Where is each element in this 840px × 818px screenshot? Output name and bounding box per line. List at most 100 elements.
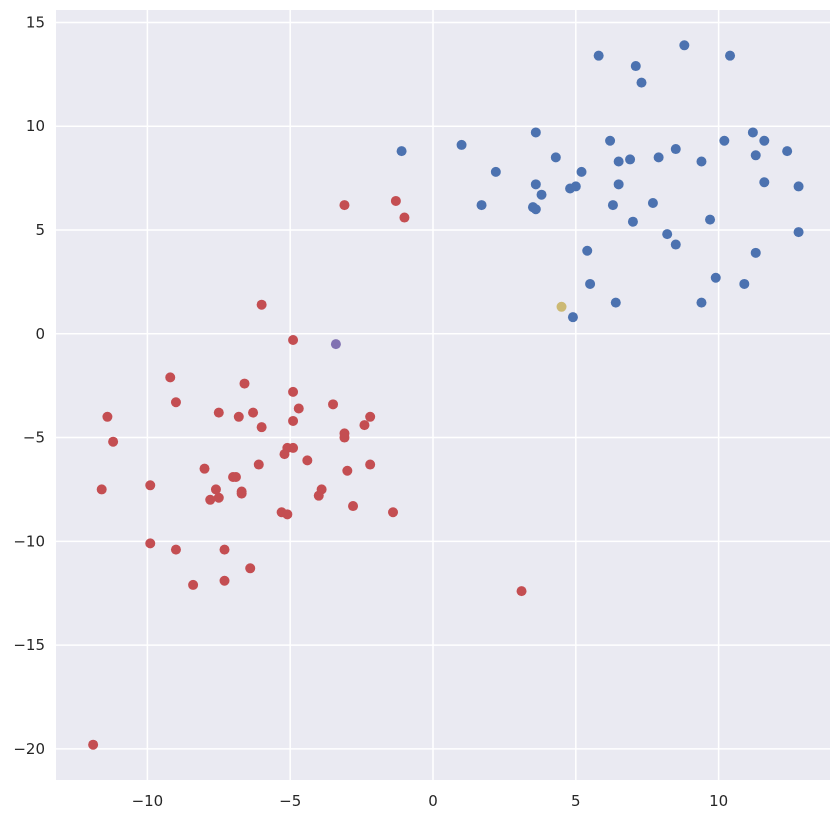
scatter-point	[550, 152, 561, 163]
y-tick-label: −20	[13, 740, 45, 758]
scatter-point	[213, 407, 224, 418]
scatter-point	[696, 297, 707, 308]
x-tick-label: −10	[132, 792, 164, 810]
scatter-point	[288, 386, 299, 397]
scatter-point	[476, 200, 487, 211]
scatter-point	[613, 156, 624, 167]
scatter-point	[636, 77, 647, 88]
y-axis-tick-labels: 15 10 5 0 −5 −10 −15 −20	[13, 13, 45, 757]
scatter-point	[328, 399, 339, 410]
scatter-point	[230, 471, 241, 482]
scatter-point	[210, 484, 221, 495]
scatter-point	[739, 278, 750, 289]
scatter-point	[585, 278, 596, 289]
scatter-point	[670, 144, 681, 155]
scatter-point	[108, 436, 119, 447]
scatter-point	[516, 586, 527, 597]
y-tick-label: 15	[26, 13, 45, 31]
scatter-point	[705, 214, 716, 225]
scatter-point	[348, 501, 359, 512]
grid-lines	[56, 10, 830, 780]
scatter-point	[288, 415, 299, 426]
scatter-point	[710, 272, 721, 283]
scatter-point	[396, 146, 407, 157]
x-axis-tick-labels: −10 −5 0 5 10	[132, 792, 729, 810]
y-tick-label: −15	[13, 636, 45, 654]
scatter-point	[530, 127, 541, 138]
scatter-point	[165, 372, 176, 383]
scatter-point	[747, 127, 758, 138]
scatter-point	[696, 156, 707, 167]
scatter-point	[279, 449, 290, 460]
scatter-point	[759, 177, 770, 188]
scatter-point	[282, 509, 293, 520]
scatter-point	[750, 150, 761, 161]
scatter-point	[188, 579, 199, 590]
scatter-point	[536, 189, 547, 200]
scatter-point	[219, 575, 230, 586]
scatter-point	[582, 245, 593, 256]
scatter-point	[330, 339, 341, 350]
data-points	[88, 40, 804, 750]
scatter-point	[170, 397, 181, 408]
scatter-point	[248, 407, 259, 418]
scatter-point	[556, 301, 567, 312]
scatter-point	[782, 146, 793, 157]
scatter-point	[339, 432, 350, 443]
y-tick-label: 5	[35, 221, 45, 239]
scatter-point	[233, 411, 244, 422]
scatter-point	[359, 420, 370, 431]
x-tick-label: −5	[279, 792, 301, 810]
scatter-point	[219, 544, 230, 555]
scatter-point	[627, 216, 638, 227]
scatter-point	[288, 442, 299, 453]
scatter-point	[390, 195, 401, 206]
scatter-point	[653, 152, 664, 163]
scatter-point	[96, 484, 107, 495]
scatter-point	[399, 212, 410, 223]
scatter-point	[199, 463, 210, 474]
scatter-point	[793, 181, 804, 192]
scatter-point	[213, 492, 224, 503]
scatter-point	[88, 739, 99, 750]
scatter-point	[725, 50, 736, 61]
scatter-point	[342, 465, 353, 476]
scatter-point	[576, 166, 587, 177]
scatter-point	[313, 490, 324, 501]
scatter-point	[647, 198, 658, 209]
scatter-point	[456, 139, 467, 150]
scatter-point	[388, 507, 399, 518]
scatter-point	[293, 403, 304, 414]
scatter-point	[365, 411, 376, 422]
scatter-point	[570, 181, 581, 192]
x-tick-label: 10	[709, 792, 728, 810]
scatter-point	[339, 200, 350, 211]
scatter-point	[719, 135, 730, 146]
scatter-point	[593, 50, 604, 61]
scatter-point	[102, 411, 113, 422]
scatter-point	[365, 459, 376, 470]
y-tick-label: −10	[13, 532, 45, 550]
scatter-point	[630, 61, 641, 72]
scatter-point	[256, 422, 267, 433]
scatter-point	[256, 299, 267, 310]
scatter-point	[750, 247, 761, 258]
scatter-point	[613, 179, 624, 190]
scatter-point	[793, 227, 804, 238]
scatter-point	[253, 459, 264, 470]
scatter-point	[236, 488, 247, 499]
scatter-point	[245, 563, 256, 574]
x-tick-label: 5	[571, 792, 581, 810]
scatter-point	[490, 166, 501, 177]
scatter-point	[145, 480, 156, 491]
scatter-point	[607, 200, 618, 211]
scatter-point	[205, 494, 216, 505]
scatter-point	[239, 378, 250, 389]
scatter-point	[530, 179, 541, 190]
scatter-point	[567, 312, 578, 323]
x-tick-label: 0	[428, 792, 438, 810]
scatter-point	[170, 544, 181, 555]
scatter-point	[625, 154, 636, 165]
scatter-point	[145, 538, 156, 549]
